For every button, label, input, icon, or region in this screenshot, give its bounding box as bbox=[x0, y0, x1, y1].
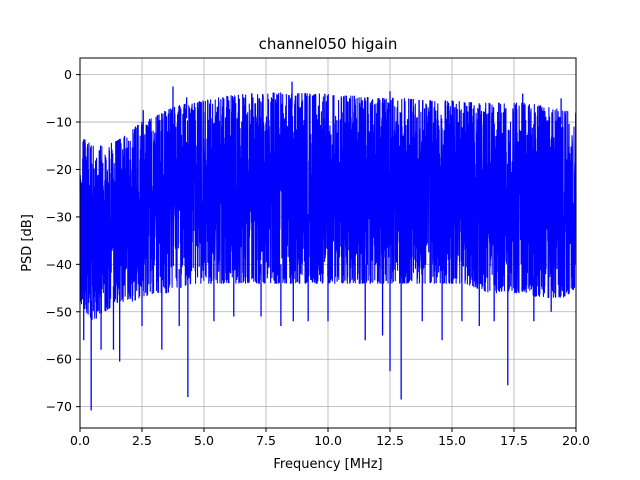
x-tick-label: 10.0 bbox=[314, 433, 342, 448]
x-axis-label: Frequency [MHz] bbox=[273, 457, 382, 472]
y-tick-label: −70 bbox=[46, 399, 72, 414]
y-axis: 0 −10 −20 −30 −40 −50 −60 −70 bbox=[46, 67, 80, 414]
x-tick-label: 2.5 bbox=[132, 433, 152, 448]
chart-title: channel050 higain bbox=[259, 35, 398, 53]
x-tick-label: 5.0 bbox=[194, 433, 214, 448]
x-tick-label: 0.0 bbox=[70, 433, 90, 448]
y-tick-label: 0 bbox=[64, 67, 72, 82]
y-tick-label: −60 bbox=[46, 352, 72, 367]
x-tick-label: 7.5 bbox=[256, 433, 276, 448]
y-tick-label: −30 bbox=[46, 209, 72, 224]
y-tick-label: −50 bbox=[46, 304, 72, 319]
x-axis: 0.0 2.5 5.0 7.5 10.0 12.5 15.0 17.5 20.0 bbox=[70, 428, 590, 448]
psd-line bbox=[79, 92, 577, 321]
y-tick-label: −20 bbox=[46, 162, 72, 177]
x-tick-label: 12.5 bbox=[376, 433, 404, 448]
y-axis-label: PSD [dB] bbox=[20, 214, 35, 272]
x-tick-label: 17.5 bbox=[500, 433, 528, 448]
y-tick-label: −40 bbox=[46, 257, 72, 272]
x-tick-label: 15.0 bbox=[438, 433, 466, 448]
psd-series bbox=[79, 81, 577, 411]
y-tick-label: −10 bbox=[46, 115, 72, 130]
x-tick-label: 20.0 bbox=[562, 433, 590, 448]
